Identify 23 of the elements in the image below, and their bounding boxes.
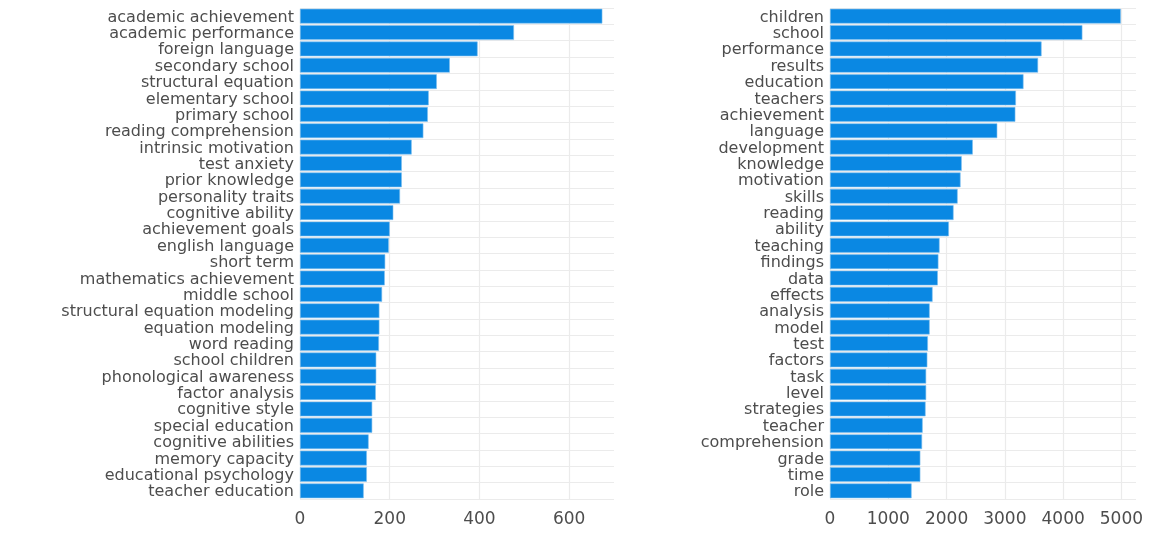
- y-tick-label: academic achievement: [107, 6, 294, 26]
- x-tick-label: 5000: [1099, 507, 1144, 528]
- y-tick-label: role: [793, 481, 824, 501]
- y-tick-label: reading: [763, 203, 824, 223]
- x-tick-label: 1000: [866, 507, 910, 528]
- y-tick-label: structural equation modeling: [61, 301, 294, 321]
- x-tick-label: 2000: [924, 507, 969, 528]
- x-tick-label: 4000: [1041, 507, 1085, 528]
- y-tick-label: academic performance: [109, 23, 294, 43]
- x-tick-label: 3000: [983, 507, 1027, 528]
- x-tick-label: 600: [552, 507, 586, 528]
- y-tick-label: effects: [769, 284, 824, 304]
- y-tick-label: children: [759, 6, 824, 26]
- y-tick-label: phonological awareness: [101, 366, 294, 386]
- y-tick-label: analysis: [759, 301, 824, 321]
- y-tick-label: language: [749, 121, 824, 141]
- y-tick-label: test anxiety: [198, 153, 294, 173]
- x-tick-label: 0: [294, 507, 306, 528]
- x-tick-label: 200: [373, 507, 406, 528]
- x-tick-label: 0: [824, 507, 836, 528]
- x-tick-label: 400: [463, 507, 496, 528]
- y-tick-label: skills: [784, 186, 824, 206]
- y-tick-label: factor analysis: [177, 383, 294, 403]
